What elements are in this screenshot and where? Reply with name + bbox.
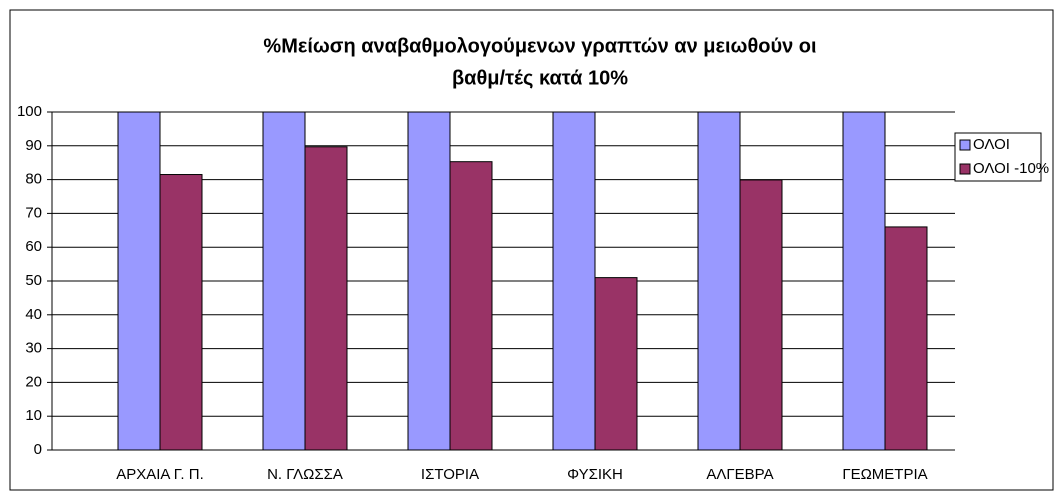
bar bbox=[697, 111, 741, 451]
legend-swatch bbox=[959, 139, 971, 151]
legend-label: ΟΛΟΙ -10% bbox=[973, 160, 1049, 177]
bar bbox=[842, 111, 886, 451]
x-tick-label: ΙΣΤΟΡΙΑ bbox=[421, 466, 479, 483]
bar bbox=[262, 111, 306, 451]
bar bbox=[407, 111, 451, 451]
y-tick-label: 50 bbox=[25, 272, 42, 289]
bar bbox=[739, 179, 783, 451]
y-tick-label: 0 bbox=[34, 441, 42, 458]
x-tick-label: ΑΛΓΕΒΡΑ bbox=[706, 466, 773, 483]
bar bbox=[594, 277, 638, 451]
x-tick-label: ΓΕΩΜΕΤΡΙΑ bbox=[842, 466, 927, 483]
y-tick-label: 30 bbox=[25, 340, 42, 357]
legend-label: ΟΛΟΙ bbox=[973, 136, 1010, 153]
legend-swatch bbox=[959, 163, 971, 175]
y-tick-label: 20 bbox=[25, 373, 42, 390]
bar bbox=[552, 111, 596, 451]
x-tick-label: ΦΥΣΙΚΗ bbox=[567, 466, 623, 483]
x-tick-label: ΑΡΧΑΙΑ Γ. Π. bbox=[116, 466, 203, 483]
y-tick-label: 90 bbox=[25, 137, 42, 154]
bar bbox=[159, 174, 203, 451]
y-tick-label: 60 bbox=[25, 238, 42, 255]
y-tick-label: 10 bbox=[25, 407, 42, 424]
bar bbox=[449, 161, 493, 451]
bar bbox=[117, 111, 161, 451]
chart-title: βαθμ/τές κατά 10% bbox=[452, 67, 628, 89]
chart-title: %Μείωση αναβαθμολογούμενων γραπτών αν με… bbox=[263, 35, 816, 57]
bar bbox=[884, 226, 928, 451]
y-tick-label: 40 bbox=[25, 306, 42, 323]
y-tick-label: 100 bbox=[17, 103, 42, 120]
y-tick-label: 80 bbox=[25, 171, 42, 188]
x-tick-label: Ν. ΓΛΩΣΣΑ bbox=[267, 466, 343, 483]
y-tick-label: 70 bbox=[25, 204, 42, 221]
bar bbox=[304, 146, 348, 451]
